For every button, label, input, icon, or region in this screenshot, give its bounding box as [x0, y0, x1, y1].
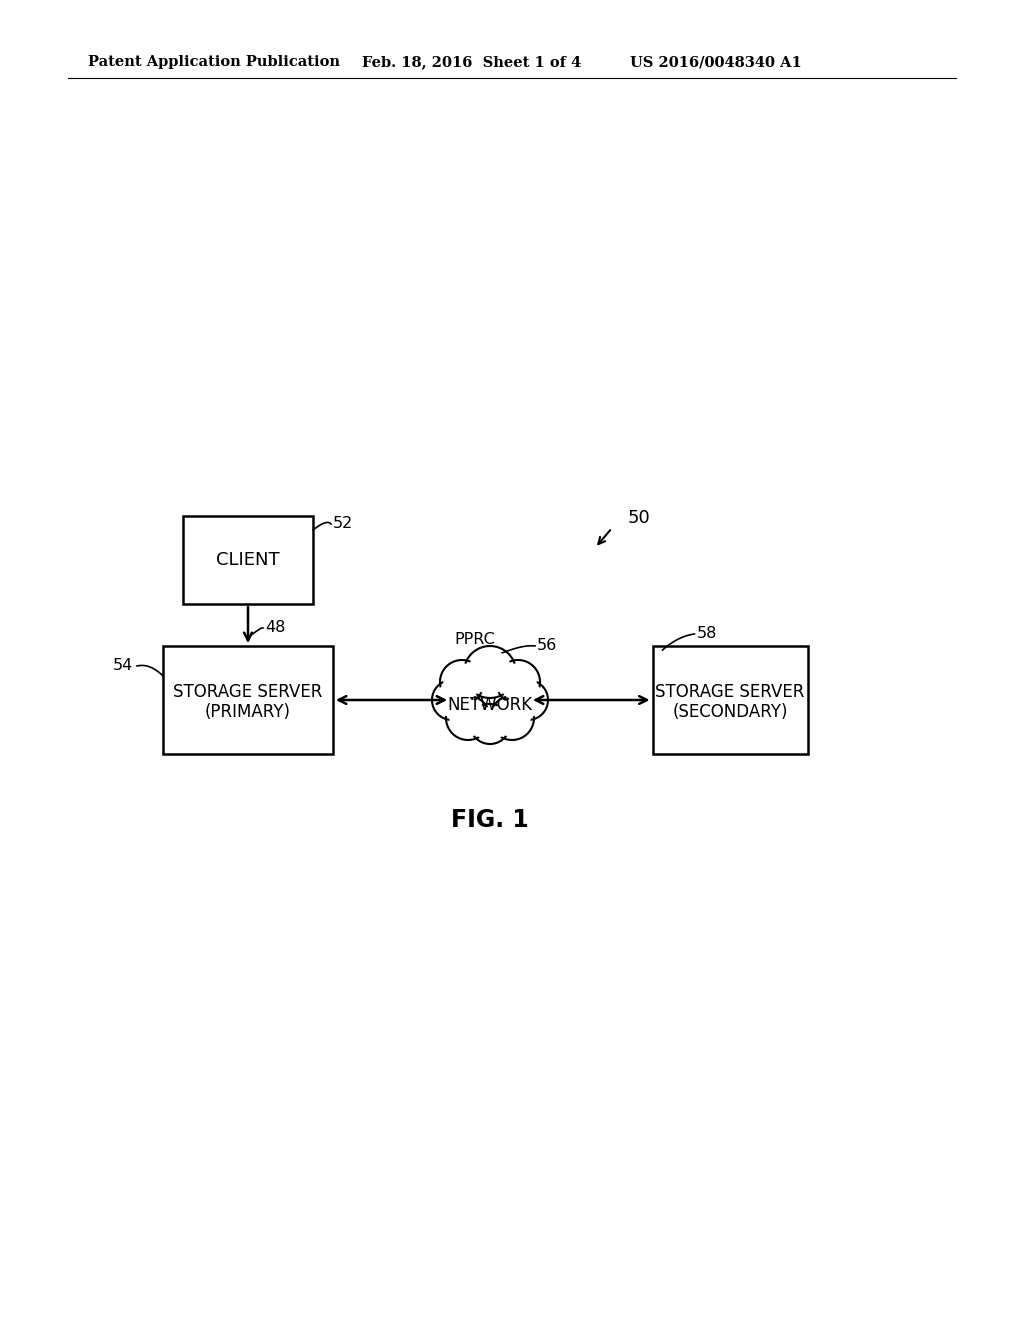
Text: 54: 54 [113, 659, 133, 673]
Text: PPRC: PPRC [455, 632, 496, 648]
Text: (PRIMARY): (PRIMARY) [205, 704, 291, 721]
Text: NETWORK: NETWORK [447, 696, 532, 714]
FancyBboxPatch shape [163, 645, 333, 754]
FancyBboxPatch shape [183, 516, 313, 605]
Text: 50: 50 [628, 510, 650, 527]
Circle shape [440, 660, 484, 704]
FancyBboxPatch shape [652, 645, 808, 754]
Circle shape [494, 700, 530, 737]
Text: CLIENT: CLIENT [216, 550, 280, 569]
Circle shape [496, 660, 540, 704]
Circle shape [464, 645, 516, 698]
Text: 56: 56 [537, 639, 557, 653]
Circle shape [450, 700, 486, 737]
Circle shape [444, 664, 480, 700]
Circle shape [512, 684, 545, 717]
Circle shape [435, 684, 468, 717]
Text: STORAGE SERVER: STORAGE SERVER [173, 682, 323, 701]
Circle shape [470, 704, 510, 744]
Text: 52: 52 [333, 516, 353, 532]
Circle shape [500, 664, 536, 700]
Text: Feb. 18, 2016  Sheet 1 of 4: Feb. 18, 2016 Sheet 1 of 4 [362, 55, 582, 69]
Circle shape [446, 696, 490, 741]
Text: US 2016/0048340 A1: US 2016/0048340 A1 [630, 55, 802, 69]
Circle shape [490, 696, 534, 741]
Text: Patent Application Publication: Patent Application Publication [88, 55, 340, 69]
Circle shape [508, 680, 548, 719]
Circle shape [473, 708, 507, 741]
Circle shape [469, 651, 511, 693]
Text: (SECONDARY): (SECONDARY) [672, 704, 787, 721]
Text: FIG. 1: FIG. 1 [452, 808, 528, 832]
Text: 58: 58 [696, 627, 717, 642]
Circle shape [432, 680, 472, 719]
Text: STORAGE SERVER: STORAGE SERVER [655, 682, 805, 701]
Text: 48: 48 [265, 620, 286, 635]
